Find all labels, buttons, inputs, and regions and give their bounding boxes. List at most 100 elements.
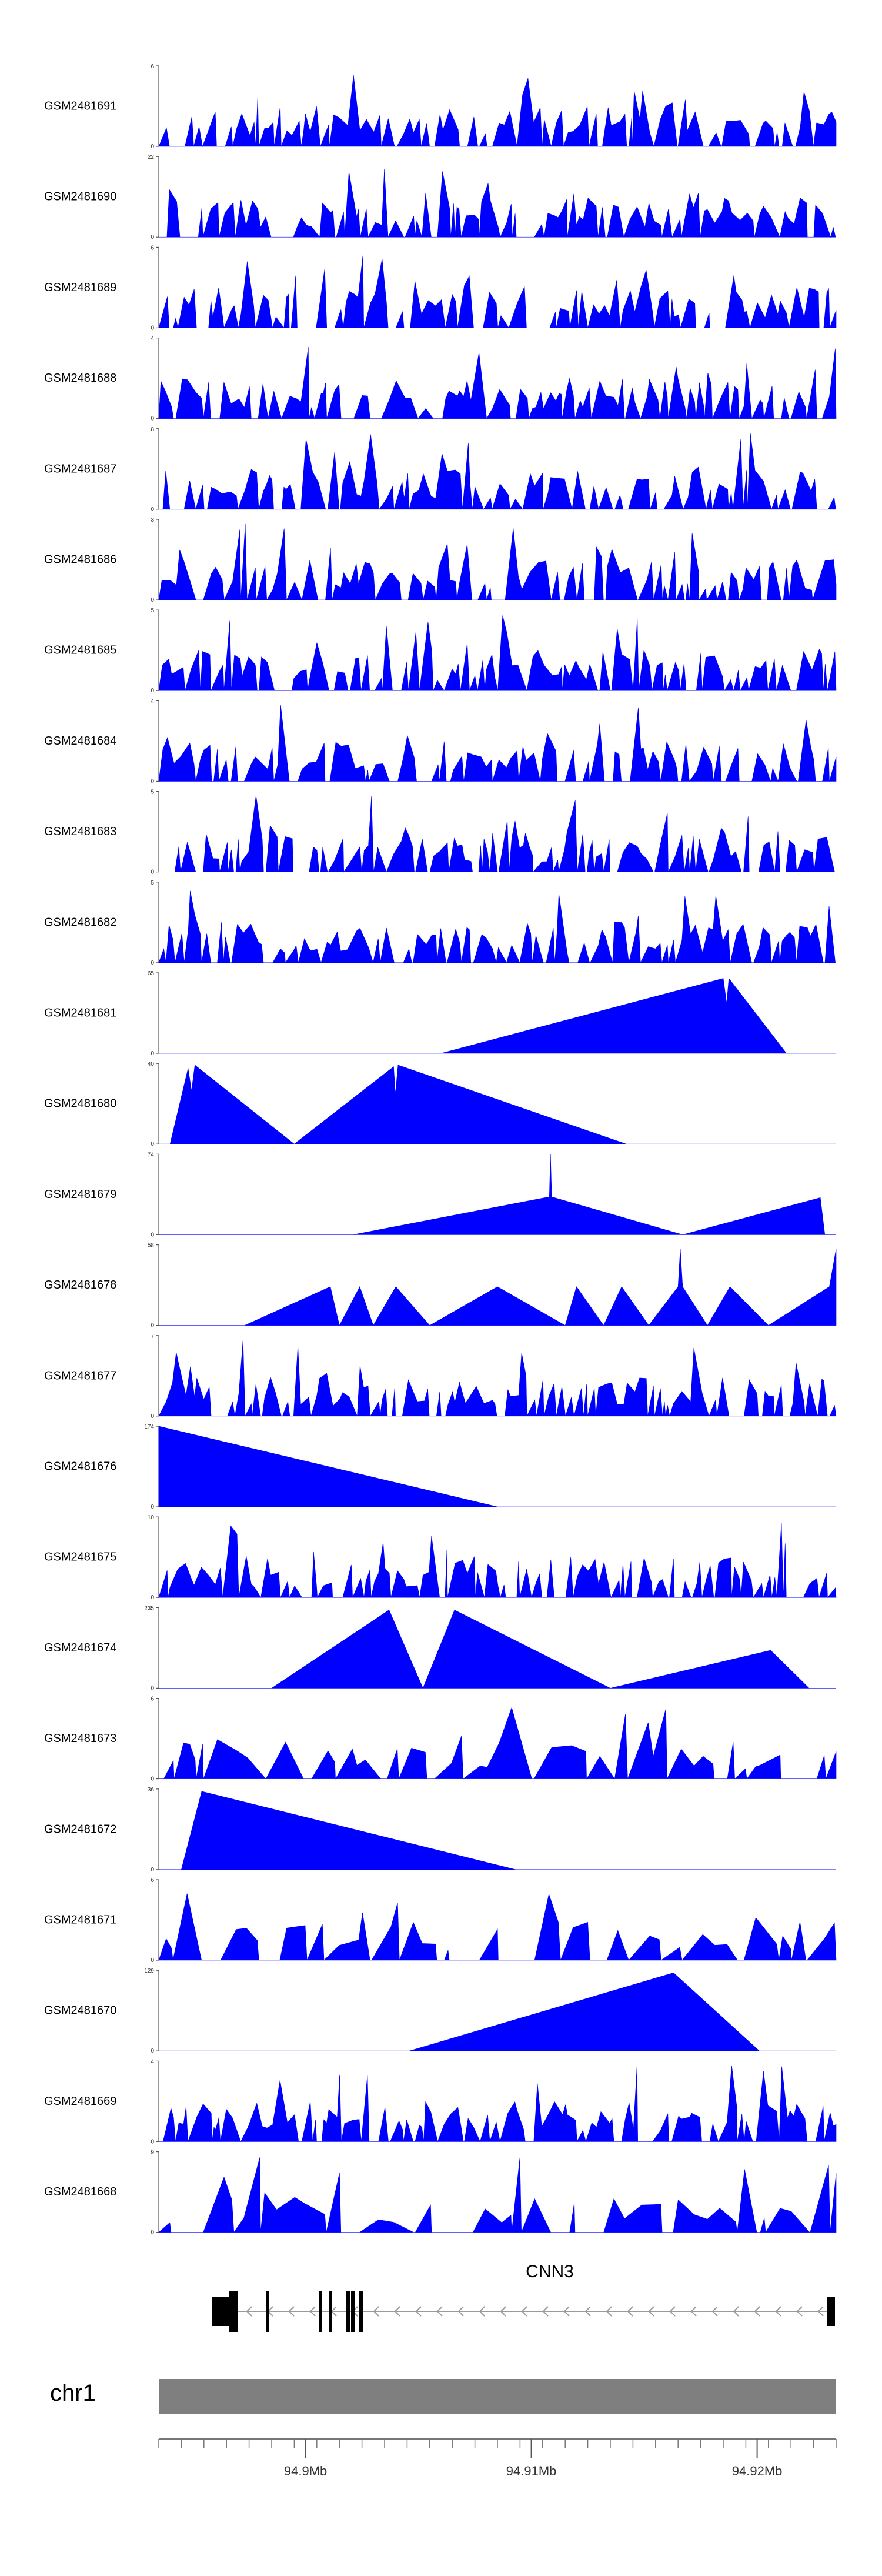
strand-arrow [711,2306,718,2317]
y-tick-label-max: 74 [148,1152,155,1158]
strand-arrow [606,2306,612,2317]
strand-arrow [584,2306,591,2317]
strand-arrow [394,2306,400,2317]
y-tick-label-max: 58 [148,1243,155,1249]
coverage-area [158,523,837,601]
track-label: GSM2481676 [44,1460,116,1473]
track-GSM2481684: GSM2481684 4 0 [44,698,837,785]
track-GSM2481676: GSM2481676 174 0 [44,1424,836,1510]
strand-arrow [436,2306,443,2317]
coverage-area [159,1610,836,1689]
y-tick-label-max: 129 [144,1968,154,1974]
gene-exon [319,2291,322,2332]
strand-arrow [563,2306,570,2317]
y-tick-label-min: 0 [151,597,154,603]
y-tick-label-max: 6 [151,1696,154,1703]
y-tick-label-min: 0 [151,144,154,150]
track-label: GSM2481680 [44,1097,116,1110]
y-tick-label-max: 5 [151,608,154,614]
track-label: GSM2481678 [44,1279,116,1292]
strand-arrow [754,2306,760,2317]
y-tick-label-min: 0 [151,506,154,513]
coverage-area [159,1707,837,1780]
coverage-area [159,2065,837,2143]
coverage-area [159,1154,836,1235]
y-tick-label-min: 0 [151,416,154,422]
coverage-area [158,1893,837,1961]
track-label: GSM2481689 [44,281,116,294]
gene-track: CNN3 [212,2262,835,2332]
track-GSM2481669: GSM2481669 4 0 [44,2058,837,2145]
y-tick-label-min: 0 [151,869,154,876]
y-tick-label-max: 3 [151,517,154,523]
coverage-tracks: GSM248169160GSM2481690220GSM248168960GSM… [44,64,837,2236]
strand-arrow [521,2306,527,2317]
track-label: GSM2481685 [44,644,116,657]
track-label: GSM2481675 [44,1551,116,1564]
coverage-area [158,1426,836,1507]
track-label: GSM2481674 [44,1641,116,1654]
coverage-area [159,1249,837,1326]
y-tick-label-max: 6 [151,1877,154,1884]
track-GSM2481680: GSM2481680 40 0 [44,1061,836,1147]
track-label: GSM2481688 [44,372,116,385]
strand-arrow [796,2306,803,2317]
coverage-area [159,433,836,510]
coverage-area [159,1065,836,1144]
y-tick-label-min: 0 [151,2138,154,2145]
track-label: GSM2481672 [44,1823,116,1836]
axis-tick-label: 94.91Mb [506,2464,557,2478]
y-tick-label-min: 0 [151,1867,154,1873]
y-tick-label-min: 0 [151,778,154,785]
gene-exon [346,2291,350,2332]
gene-exon [266,2291,269,2332]
gene-exon [229,2291,238,2332]
track-label: GSM2481683 [44,825,116,838]
y-tick-label-min: 0 [151,1685,154,1691]
genome-axis: 94.9Mb 94.91Mb 94.92Mb [158,2438,837,2478]
chromosome-label: chr1 [50,2380,96,2406]
y-tick-label-max: 40 [148,1061,155,1067]
strand-arrow [817,2306,824,2317]
strand-arrow [690,2306,697,2317]
y-tick-label-min: 0 [151,1957,154,1964]
strand-arrow [627,2306,633,2317]
coverage-area [159,1972,836,2051]
coverage-area [158,75,837,148]
track-label: GSM2481670 [44,2004,116,2017]
strand-arrow [246,2306,252,2317]
track-GSM2481677: GSM2481677 7 0 [44,1333,837,1420]
gene-exon [351,2291,355,2332]
y-tick-label-min: 0 [151,1141,154,1147]
strand-arrow [542,2306,549,2317]
gene-exon [359,2291,363,2332]
coverage-area [158,2157,837,2233]
y-tick-label-min: 0 [151,2230,154,2236]
track-GSM2481671: GSM2481671 6 0 [44,1877,837,1964]
y-tick-label-min: 0 [151,960,154,966]
y-tick-label-min: 0 [151,1594,154,1601]
track-GSM2481688: GSM2481688 4 0 [44,336,837,422]
y-tick-label-max: 36 [148,1787,155,1793]
coverage-area [158,1339,837,1417]
track-label: GSM2481673 [44,1732,116,1745]
coverage-area [158,615,837,692]
y-tick-label-max: 4 [151,698,154,705]
track-label: GSM2481691 [44,100,116,113]
y-tick-label-max: 5 [151,880,154,886]
track-GSM2481674: GSM2481674 235 0 [44,1605,836,1691]
y-tick-label-min: 0 [151,1323,154,1329]
y-tick-label-min: 0 [151,234,154,241]
y-tick-label-max: 4 [151,2058,154,2065]
y-tick-label-max: 22 [148,154,155,161]
track-label: GSM2481682 [44,916,116,929]
track-GSM2481668: GSM2481668 9 0 [44,2150,837,2236]
gene-exon [212,2297,229,2326]
strand-arrow [288,2306,295,2317]
track-GSM2481672: GSM2481672 36 0 [44,1787,836,1873]
track-GSM2481686: GSM2481686 3 0 [44,517,837,603]
strand-arrow [479,2306,485,2317]
track-GSM2481691: GSM2481691 6 0 [44,64,837,150]
axis-tick-label: 94.9Mb [284,2464,327,2478]
